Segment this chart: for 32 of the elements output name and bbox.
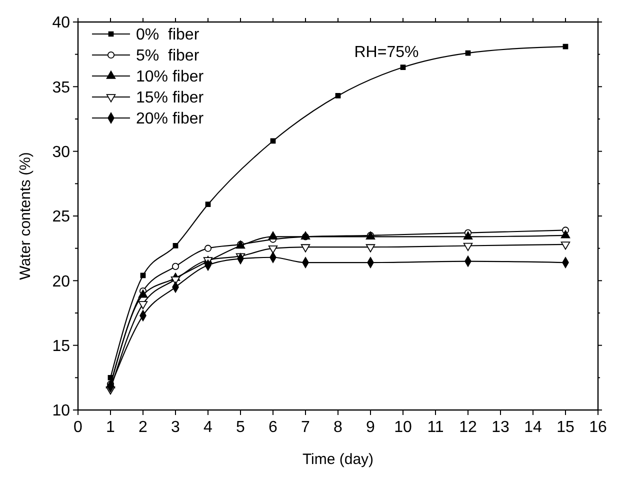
- x-tick-label: 4: [204, 419, 213, 436]
- x-tick-label: 14: [524, 419, 542, 436]
- x-axis-title: Time (day): [302, 451, 374, 468]
- y-tick-label: 15: [52, 338, 70, 355]
- x-tick-label: 12: [459, 419, 477, 436]
- y-tick-label: 10: [52, 402, 70, 420]
- y-tick-label: 30: [52, 144, 70, 161]
- x-tick-label: 16: [589, 419, 607, 436]
- x-tick-label: 7: [301, 419, 310, 436]
- legend-label: 10% fiber: [136, 68, 204, 86]
- x-tick-label: 0: [74, 419, 83, 436]
- legend-label: 0% fiber: [136, 26, 200, 44]
- legend-label: 5% fiber: [136, 48, 200, 65]
- x-tick-label: 2: [138, 419, 148, 436]
- legend-label: 20% fiber: [136, 110, 204, 128]
- y-tick-label: 35: [52, 79, 70, 96]
- x-tick-label: 6: [268, 419, 278, 436]
- x-tick-label: 8: [334, 419, 343, 436]
- x-tick-label: 10: [394, 419, 412, 436]
- x-tick-label: 1: [106, 419, 116, 436]
- x-tick-label: 3: [171, 419, 180, 436]
- y-tick-label: 25: [52, 208, 70, 226]
- x-tick-label: 5: [236, 419, 246, 436]
- x-tick-label: 13: [492, 419, 510, 436]
- annotation: RH=75%: [354, 44, 419, 61]
- y-tick-label: 40: [52, 14, 70, 32]
- x-tick-label: 11: [427, 419, 444, 436]
- x-tick-label: 15: [556, 419, 574, 436]
- legend-label: 15% fiber: [136, 90, 204, 107]
- y-axis-title: Water contents (%): [17, 152, 34, 280]
- x-tick-label: 9: [366, 419, 376, 436]
- y-tick-label: 20: [52, 273, 70, 290]
